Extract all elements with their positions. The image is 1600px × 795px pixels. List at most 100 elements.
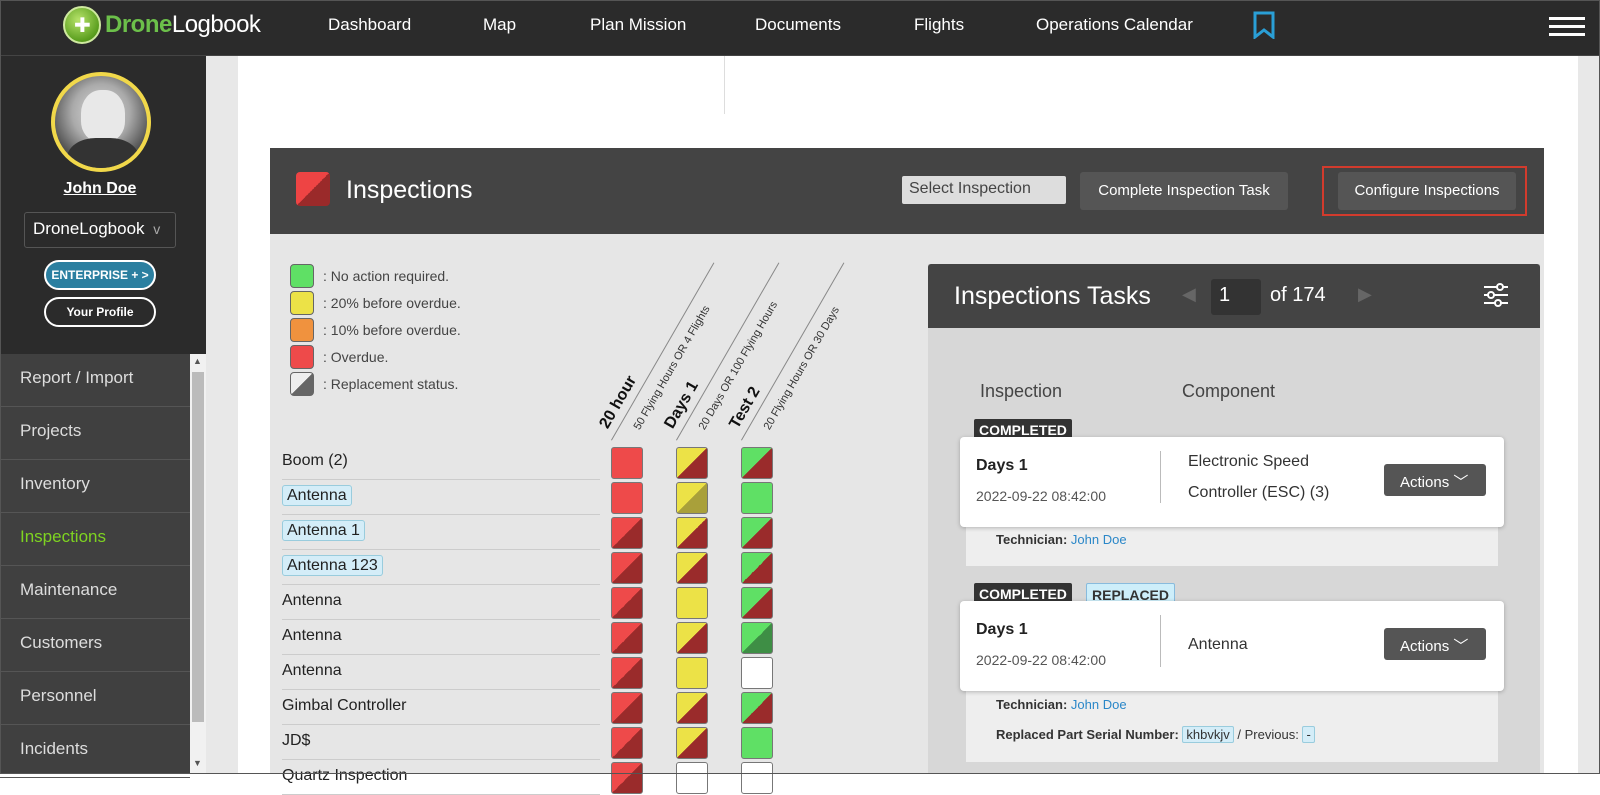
sidebar-profile: John Doe DroneLogbook v ENTERPRISE + > Y… xyxy=(0,56,206,354)
your-profile-button[interactable]: Your Profile xyxy=(44,297,156,327)
filter-sliders-icon[interactable] xyxy=(1483,282,1509,308)
status-cell[interactable] xyxy=(741,482,773,514)
status-cell[interactable] xyxy=(611,622,643,654)
actions-dropdown[interactable]: Actions ﹀ xyxy=(1384,464,1486,496)
status-cell[interactable] xyxy=(741,447,773,479)
app-logo[interactable]: DroneLogbook xyxy=(63,6,261,44)
row-label: Antenna xyxy=(282,592,342,609)
sidebar-item-maintenance[interactable]: Maintenance xyxy=(0,566,190,619)
status-cell[interactable] xyxy=(676,762,708,794)
status-cell[interactable] xyxy=(611,762,643,794)
task-inspection-name: Days 1 xyxy=(976,457,1028,474)
status-cell[interactable] xyxy=(611,587,643,619)
nav-operations-calendar[interactable]: Operations Calendar xyxy=(1036,15,1193,34)
status-cell[interactable] xyxy=(741,727,773,759)
chevron-down-icon: ﹀ xyxy=(1453,638,1469,655)
technician-link[interactable]: John Doe xyxy=(1070,532,1127,547)
legend-label: : No action required. xyxy=(323,268,450,284)
status-cell[interactable] xyxy=(676,587,708,619)
sidebar-item-personnel[interactable]: Personnel xyxy=(0,672,190,725)
status-cell[interactable] xyxy=(611,482,643,514)
status-cell[interactable] xyxy=(741,517,773,549)
status-cell[interactable] xyxy=(741,657,773,689)
status-cell[interactable] xyxy=(676,657,708,689)
sidebar-scrollbar[interactable]: ▲ ▼ xyxy=(190,354,206,774)
status-cell[interactable] xyxy=(741,622,773,654)
task-details xyxy=(966,520,1498,566)
status-cell[interactable] xyxy=(676,727,708,759)
avatar[interactable] xyxy=(51,72,151,172)
configure-inspections-button[interactable]: Configure Inspections xyxy=(1338,172,1516,210)
org-select[interactable]: DroneLogbook v xyxy=(24,212,176,248)
table-row[interactable]: Antenna xyxy=(282,585,600,620)
divider xyxy=(1160,615,1161,667)
table-row[interactable]: Antenna xyxy=(282,480,600,515)
next-page-icon[interactable]: ▶ xyxy=(1358,284,1372,304)
hamburger-icon[interactable] xyxy=(1549,17,1585,37)
logo-text: DroneLogbook xyxy=(105,11,261,38)
sidebar-item-report-import[interactable]: Report / Import xyxy=(0,354,190,407)
status-cell[interactable] xyxy=(676,517,708,549)
nav-plan-mission[interactable]: Plan Mission xyxy=(590,15,687,34)
table-row[interactable]: Antenna 1 xyxy=(282,515,600,550)
actions-label: Actions xyxy=(1400,638,1450,655)
status-cell[interactable] xyxy=(611,692,643,724)
scroll-down-icon[interactable]: ▼ xyxy=(193,758,202,768)
inspections-status-icon xyxy=(296,172,330,206)
complete-inspection-task-button[interactable]: Complete Inspection Task xyxy=(1080,172,1288,210)
task-inspection-name: Days 1 xyxy=(976,621,1028,638)
status-cell[interactable] xyxy=(741,762,773,794)
page-number-input[interactable]: 1 xyxy=(1211,279,1261,315)
nav-documents[interactable]: Documents xyxy=(755,15,841,34)
status-cell[interactable] xyxy=(676,692,708,724)
status-cell[interactable] xyxy=(676,447,708,479)
status-cell[interactable] xyxy=(741,692,773,724)
select-inspection-dropdown[interactable]: Select Inspection xyxy=(902,176,1066,204)
status-cell[interactable] xyxy=(741,552,773,584)
sidebar-item-incidents[interactable]: Incidents xyxy=(0,725,190,778)
bookmark-icon[interactable] xyxy=(1253,11,1275,39)
status-cell[interactable] xyxy=(676,622,708,654)
table-row[interactable]: Gimbal Controller xyxy=(282,690,600,725)
legend-item: : 10% before overdue. xyxy=(290,318,461,342)
scrollbar-thumb[interactable] xyxy=(192,372,204,722)
technician-line: Technician: John Doe xyxy=(996,697,1127,712)
status-cell[interactable] xyxy=(611,552,643,584)
task-card[interactable]: Days 1 2022-09-22 08:42:00 Antenna Actio… xyxy=(960,601,1504,691)
legend-item: : Overdue. xyxy=(290,345,388,369)
technician-link[interactable]: John Doe xyxy=(1070,697,1127,712)
status-cell[interactable] xyxy=(741,587,773,619)
sidebar-item-inspections[interactable]: Inspections xyxy=(0,513,190,566)
previous-label: / Previous: xyxy=(1237,727,1299,742)
status-cell[interactable] xyxy=(611,517,643,549)
table-row[interactable]: Antenna 123 xyxy=(282,550,600,585)
status-cell[interactable] xyxy=(611,447,643,479)
table-row[interactable]: Antenna xyxy=(282,620,600,655)
task-card[interactable]: Days 1 2022-09-22 08:42:00 Electronic Sp… xyxy=(960,437,1504,527)
sidebar-item-projects[interactable]: Projects xyxy=(0,407,190,460)
table-row[interactable]: Antenna xyxy=(282,655,600,690)
status-cell[interactable] xyxy=(611,657,643,689)
scroll-up-icon[interactable]: ▲ xyxy=(193,356,202,366)
nav-map[interactable]: Map xyxy=(483,15,517,34)
table-row[interactable]: Quartz Inspection xyxy=(282,760,600,795)
nav-flights[interactable]: Flights xyxy=(914,15,965,34)
status-cell[interactable] xyxy=(611,727,643,759)
row-label[interactable]: Antenna xyxy=(282,485,352,506)
prev-page-icon[interactable]: ◀ xyxy=(1182,284,1196,304)
status-cell[interactable] xyxy=(676,482,708,514)
actions-dropdown[interactable]: Actions ﹀ xyxy=(1384,628,1486,660)
row-label[interactable]: Antenna 1 xyxy=(282,520,365,541)
table-row[interactable]: Boom (2) xyxy=(282,445,600,480)
sidebar-item-inventory[interactable]: Inventory xyxy=(0,460,190,513)
sidebar-item-customers[interactable]: Customers xyxy=(0,619,190,672)
enterprise-button[interactable]: ENTERPRISE + > xyxy=(44,260,156,290)
legend-item: : Replacement status. xyxy=(290,372,458,396)
status-cell[interactable] xyxy=(676,552,708,584)
previous-chip: - xyxy=(1302,726,1315,743)
table-row[interactable]: JD$ xyxy=(282,725,600,760)
profile-name[interactable]: John Doe xyxy=(63,180,137,197)
nav-dashboard[interactable]: Dashboard xyxy=(328,15,412,34)
row-label[interactable]: Antenna 123 xyxy=(282,555,383,576)
completed-badge: COMPLETED xyxy=(974,583,1072,605)
